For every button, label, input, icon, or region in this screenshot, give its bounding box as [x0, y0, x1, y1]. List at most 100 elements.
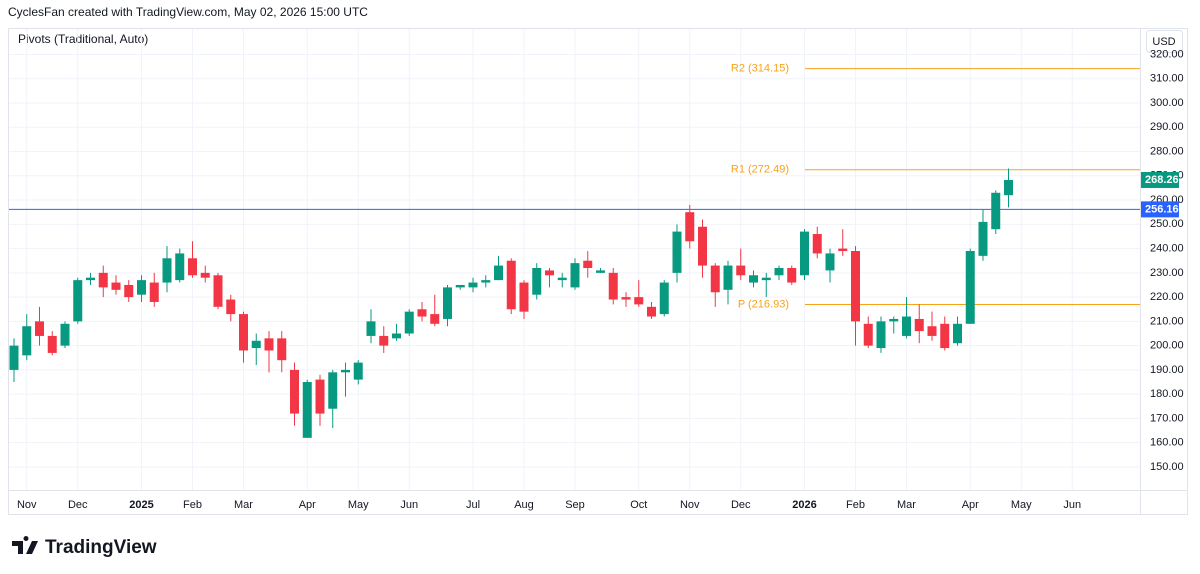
- candle-body: [570, 263, 580, 288]
- candle-body: [226, 299, 236, 315]
- y-tick-label: 320.00: [1150, 48, 1184, 60]
- candle-body: [111, 282, 121, 290]
- candle-body: [455, 284, 465, 288]
- x-tick-label: 2025: [129, 499, 153, 511]
- candle-body: [532, 267, 542, 295]
- candle-body: [328, 372, 338, 409]
- candle-body: [315, 379, 325, 414]
- candle-body: [264, 338, 274, 351]
- candle-body: [9, 345, 19, 370]
- y-tick-label: 170.00: [1150, 412, 1184, 424]
- candle-body: [175, 253, 185, 281]
- brand: TradingView: [45, 537, 157, 558]
- candle-body: [417, 309, 427, 317]
- x-tick-label: Dec: [68, 499, 88, 511]
- candle-body: [991, 192, 1001, 230]
- candle-body: [608, 272, 618, 300]
- candle-body: [953, 323, 962, 344]
- candle-body: [200, 272, 210, 278]
- candle-body: [659, 282, 669, 315]
- candle-body: [98, 272, 108, 288]
- logo: TradingView: [12, 536, 157, 558]
- candle-body: [761, 277, 771, 281]
- x-tick-label: Sep: [565, 499, 585, 511]
- candle-body: [404, 311, 414, 334]
- candle-body: [965, 251, 975, 324]
- candle-body: [290, 369, 299, 414]
- y-tick-label: 210.00: [1150, 315, 1184, 327]
- x-tick-label: Feb: [846, 499, 865, 511]
- candle-body: [392, 333, 401, 339]
- y-tick-label: 280.00: [1150, 145, 1184, 157]
- indicator-label: Pivots (Traditional, Auto): [18, 32, 148, 46]
- candle-body: [545, 270, 554, 276]
- candle-body: [124, 284, 134, 298]
- candle-body: [685, 212, 695, 242]
- candle-body: [774, 267, 784, 276]
- candle-body: [341, 369, 350, 373]
- candle-body: [800, 231, 809, 276]
- candle-body: [749, 275, 758, 283]
- candle-body: [583, 260, 593, 268]
- candle-body: [481, 280, 491, 283]
- candle-body: [366, 321, 376, 336]
- candle-body: [698, 226, 707, 266]
- candle-body: [251, 340, 261, 349]
- y-tick-label: 200.00: [1150, 340, 1184, 352]
- hline-price-box: [1141, 201, 1179, 218]
- candle-body: [787, 267, 797, 283]
- pivot-label: P (216.93): [738, 298, 789, 310]
- candle-body: [73, 280, 83, 322]
- x-tick-label: May: [1011, 499, 1032, 511]
- last-price-box: [1141, 172, 1179, 189]
- y-tick-label: 180.00: [1150, 388, 1184, 400]
- candle-body: [430, 314, 440, 324]
- candle-body: [672, 231, 682, 273]
- candle-body: [596, 270, 605, 273]
- candle-body: [634, 297, 644, 305]
- candle-body: [60, 323, 70, 346]
- candle-body: [825, 253, 835, 271]
- candle-body: [557, 277, 567, 281]
- y-tick-label: 250.00: [1150, 218, 1184, 230]
- candle-body: [710, 265, 720, 293]
- x-tick-label: Jul: [466, 499, 480, 511]
- candle-body: [902, 316, 911, 336]
- candle-body: [812, 234, 822, 254]
- pivot-label: R1 (272.49): [731, 164, 789, 176]
- y-tick-label: 190.00: [1150, 364, 1184, 376]
- candle-body: [647, 306, 656, 317]
- currency: USD: [1152, 36, 1175, 48]
- x-tick-label: Nov: [680, 499, 700, 511]
- candle-body: [379, 335, 389, 346]
- y-tick-label: 150.00: [1150, 461, 1184, 473]
- x-tick-label: Oct: [630, 499, 647, 511]
- candle-body: [723, 265, 733, 290]
- candle-body: [927, 326, 937, 336]
- candle-body: [86, 277, 95, 281]
- candle-body: [443, 287, 452, 319]
- candle-body: [914, 318, 924, 332]
- candle-body: [468, 282, 478, 288]
- last-price: 268.26: [1145, 174, 1179, 186]
- candle-body: [47, 335, 57, 353]
- x-tick-label: 2026: [792, 499, 816, 511]
- caption: CyclesFan created with TradingView.com, …: [8, 5, 368, 19]
- y-tick-label: 290.00: [1150, 121, 1184, 133]
- y-tick-label: 220.00: [1150, 291, 1184, 303]
- currency-box: [1146, 30, 1183, 53]
- candle-body: [22, 326, 32, 356]
- candle-body: [889, 318, 899, 322]
- candle-body: [876, 321, 886, 349]
- candle-body: [213, 275, 223, 307]
- x-tick-label: May: [348, 499, 369, 511]
- x-tick-label: Aug: [514, 499, 534, 511]
- x-tick-label: Mar: [897, 499, 916, 511]
- x-tick-label: Apr: [299, 499, 316, 511]
- candle-body: [35, 321, 44, 336]
- candle-body: [162, 258, 172, 283]
- candle-body: [519, 282, 529, 312]
- logo-icon: [12, 536, 38, 554]
